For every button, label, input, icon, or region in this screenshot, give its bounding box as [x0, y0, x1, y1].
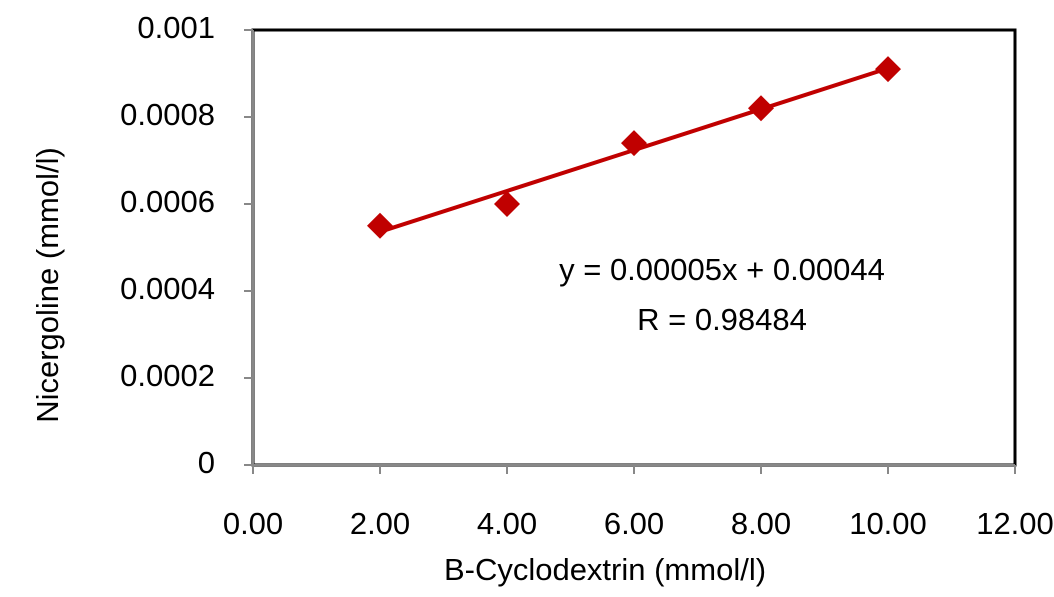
y-tick-label: 0.0006: [120, 184, 215, 219]
x-tick-label: 6.00: [604, 506, 664, 541]
data-point: [494, 191, 520, 217]
x-tick-label: 0.00: [223, 506, 283, 541]
y-axis-title: Nicergoline (mmol/l): [30, 147, 65, 423]
y-tick-label: 0.0004: [120, 271, 215, 306]
data-point: [621, 130, 647, 157]
y-tick-label: 0.001: [137, 10, 215, 45]
equation: y = 0.00005x + 0.00044: [559, 252, 885, 287]
data-point: [875, 56, 901, 83]
x-tick-label: 4.00: [477, 506, 537, 541]
y-tick-label: 0: [198, 445, 215, 480]
x-tick-label: 12.00: [976, 506, 1054, 541]
r-value: R = 0.98484: [637, 302, 807, 337]
y-tick-label: 0.0008: [120, 97, 215, 132]
y-tick-label: 0.0002: [120, 358, 215, 393]
x-tick-label: 10.00: [849, 506, 927, 541]
plot-frame: [251, 28, 1017, 467]
x-tick-label: 2.00: [350, 506, 410, 541]
x-axis-title: B-Cyclodextrin (mmol/l): [444, 552, 766, 587]
x-tick-label: 8.00: [731, 506, 791, 541]
data-point: [748, 95, 774, 122]
data-point: [367, 212, 393, 239]
